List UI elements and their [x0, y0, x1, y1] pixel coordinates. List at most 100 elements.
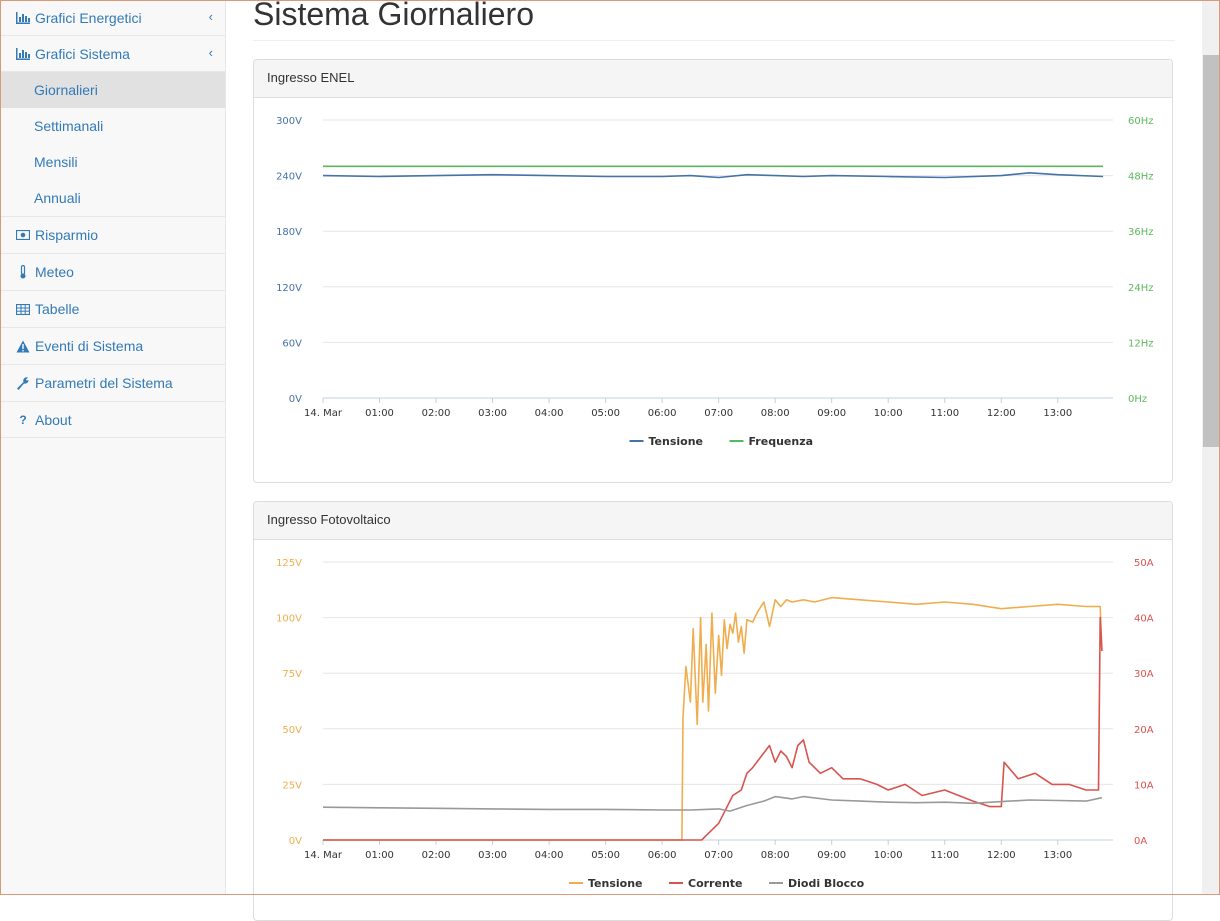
- chevron-left-icon: ‹: [208, 45, 213, 60]
- sidebar-subitem-settimanali[interactable]: Settimanali: [34, 118, 104, 134]
- sidebar-item-parametri[interactable]: Parametri del Sistema: [0, 365, 225, 402]
- y-right-tick-label: 24Hz: [1128, 283, 1154, 294]
- y-right-tick-label: 30A: [1134, 669, 1154, 680]
- y-right-tick-label: 40A: [1134, 614, 1154, 625]
- x-tick-label: 08:00: [761, 408, 790, 419]
- x-tick-label: 12:00: [987, 850, 1016, 861]
- series-line: [323, 616, 1103, 841]
- x-tick-label: 10:00: [874, 850, 903, 861]
- question-icon: ?: [19, 412, 27, 427]
- bar-chart-icon: [16, 11, 30, 25]
- panel-heading: Ingresso ENEL: [254, 60, 1172, 98]
- x-tick-label: 11:00: [930, 850, 959, 861]
- table-icon: [16, 302, 30, 316]
- sidebar-item-label: Meteo: [35, 264, 74, 280]
- y-left-tick-label: 50V: [282, 725, 302, 736]
- x-tick-label: 07:00: [704, 850, 733, 861]
- series-line: [322, 795, 1103, 812]
- x-tick-label: 10:00: [874, 408, 903, 419]
- money-icon: [16, 228, 30, 242]
- y-left-tick-label: 240V: [276, 172, 302, 183]
- y-left-tick-label: 75V: [282, 669, 302, 680]
- x-tick-label: 06:00: [648, 408, 677, 419]
- sidebar-item-grafici-energetici[interactable]: Grafici Energetici ‹: [0, 0, 225, 36]
- wrench-icon: [16, 376, 30, 390]
- y-right-tick-label: 50A: [1134, 558, 1154, 569]
- sidebar-item-label: Risparmio: [35, 227, 99, 243]
- legend-item: Tensione: [588, 877, 643, 890]
- chart-ingresso-enel: 300V 60Hz 240V 48Hz 180V 36Hz 120V 24Hz 60V 12Hz 0…: [276, 116, 1154, 448]
- x-tick-label: 06:00: [648, 850, 677, 861]
- series-line: [323, 596, 1103, 841]
- y-right-tick-label: 36Hz: [1128, 227, 1154, 238]
- y-left-tick-label: 0V: [289, 394, 302, 405]
- x-tick-label: 05:00: [591, 408, 620, 419]
- sidebar-item-label: About: [35, 411, 72, 428]
- y-right-tick-label: 48Hz: [1128, 172, 1154, 183]
- x-tick-label: 12:00: [987, 408, 1016, 419]
- x-tick-label: 04:00: [535, 408, 564, 419]
- x-tick-label: 13:00: [1043, 408, 1072, 419]
- sidebar-item-label: Parametri del Sistema: [35, 375, 173, 391]
- sidebar-item-eventi[interactable]: Eventi di Sistema: [0, 328, 225, 365]
- y-right-tick-label: 0A: [1134, 836, 1147, 847]
- x-tick-label: 01:00: [365, 850, 394, 861]
- y-left-tick-label: 120V: [276, 283, 302, 294]
- sidebar-item-about[interactable]: ? About: [0, 402, 225, 438]
- legend-item: Frequenza: [749, 435, 814, 448]
- sidebar-subitem-giornalieri[interactable]: Giornalieri: [0, 72, 225, 108]
- y-left-tick-label: 100V: [276, 614, 302, 625]
- panel-ingresso-enel: Ingresso ENEL 300V 60Hz 240V 48Hz 180V 36Hz 12…: [253, 59, 1173, 483]
- x-tick-label: 09:00: [817, 408, 846, 419]
- sidebar-item-label: Eventi di Sistema: [35, 338, 144, 354]
- legend-item: Diodi Blocco: [788, 877, 865, 890]
- sidebar-item-tabelle[interactable]: Tabelle: [0, 291, 225, 328]
- sidebar-item-label: Grafici Energetici: [35, 9, 142, 26]
- y-left-tick-label: 0V: [289, 836, 302, 847]
- panel-ingresso-fotovoltaico: Ingresso Fotovoltaico 125V 50A 100V 40A 75V 3…: [253, 501, 1173, 921]
- sidebar: Grafici Energetici ‹ Grafici Sistema ‹ G…: [0, 0, 226, 895]
- legend-item: Tensione: [649, 435, 704, 448]
- sidebar-item-label: Tabelle: [35, 301, 80, 317]
- series-line: [322, 172, 1104, 179]
- y-left-tick-label: 300V: [276, 116, 302, 127]
- x-tick-label: 02:00: [422, 408, 451, 419]
- x-tick-label: 09:00: [817, 850, 846, 861]
- sidebar-subitem-annuali[interactable]: Annuali: [34, 190, 81, 206]
- y-left-tick-label: 25V: [282, 780, 302, 791]
- x-tick-label: 11:00: [930, 408, 959, 419]
- x-tick-label: 04:00: [535, 850, 564, 861]
- x-tick-label: 14. Mar: [304, 408, 343, 419]
- x-tick-label: 03:00: [478, 850, 507, 861]
- x-tick-label: 03:00: [478, 408, 507, 419]
- y-left-tick-label: 125V: [276, 558, 302, 569]
- page-title: Sistema Giornaliero: [253, 0, 534, 32]
- sidebar-item-risparmio[interactable]: Risparmio: [0, 217, 225, 254]
- y-right-tick-label: 0Hz: [1128, 394, 1147, 405]
- chart-ingresso-fotovoltaico: 125V 50A 100V 40A 75V 30A 50V 20A 25V 10A 0V 0A 14. …: [276, 558, 1154, 890]
- y-left-tick-label: 60V: [282, 338, 302, 349]
- sidebar-subitem-mensili[interactable]: Mensili: [34, 154, 78, 170]
- warning-icon: [16, 339, 30, 353]
- y-right-tick-label: 10A: [1134, 780, 1154, 791]
- y-right-tick-label: 12Hz: [1128, 338, 1154, 349]
- title-divider: [253, 40, 1175, 41]
- sidebar-item-label: Grafici Sistema: [35, 45, 130, 62]
- scrollbar-thumb[interactable]: [1203, 55, 1219, 447]
- chevron-left-icon: ‹: [208, 9, 213, 24]
- thermometer-icon: [16, 265, 30, 279]
- sidebar-item-grafici-sistema[interactable]: Grafici Sistema ‹: [0, 36, 225, 72]
- y-right-tick-label: 20A: [1134, 725, 1154, 736]
- sidebar-group-grafici-sistema: Grafici Sistema ‹ Giornalieri Settimanal…: [0, 36, 225, 217]
- panel-heading: Ingresso Fotovoltaico: [254, 502, 1172, 540]
- x-tick-label: 08:00: [761, 850, 790, 861]
- x-tick-label: 13:00: [1043, 850, 1072, 861]
- x-tick-label: 01:00: [365, 408, 394, 419]
- y-left-tick-label: 180V: [276, 227, 302, 238]
- y-right-tick-label: 60Hz: [1128, 116, 1154, 127]
- x-tick-label: 02:00: [422, 850, 451, 861]
- legend-item: Corrente: [688, 877, 743, 890]
- sidebar-item-meteo[interactable]: Meteo: [0, 254, 225, 291]
- vertical-scrollbar[interactable]: [1202, 0, 1220, 895]
- main-content: Sistema Giornaliero Ingresso ENEL 300V 60…: [226, 0, 1202, 921]
